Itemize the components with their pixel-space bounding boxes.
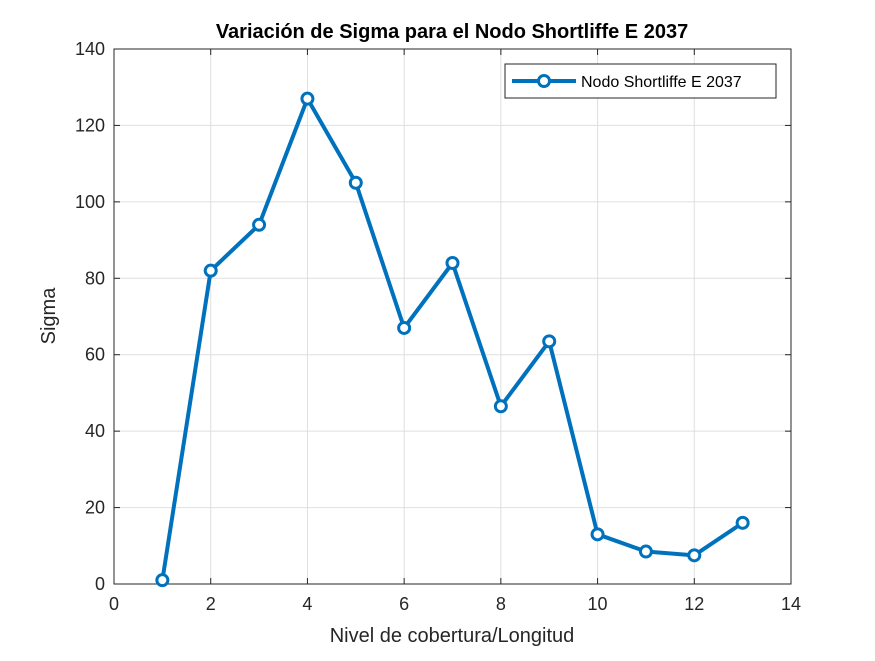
data-point: [638, 544, 653, 559]
x-tick-label: 8: [496, 594, 506, 614]
data-point: [252, 217, 267, 232]
x-tick-label: 14: [781, 594, 801, 614]
y-tick-label: 60: [85, 345, 105, 365]
chart-title: Variación de Sigma para el Nodo Shortlif…: [216, 21, 688, 43]
legend: Nodo Shortliffe E 2037: [504, 63, 777, 99]
data-point: [590, 527, 605, 542]
x-tick-label: 12: [684, 594, 704, 614]
data-point: [155, 573, 170, 588]
y-tick-label: 80: [85, 268, 105, 288]
y-tick-label: 40: [85, 421, 105, 441]
plot-background: [114, 49, 791, 584]
y-tick-label: 20: [85, 498, 105, 518]
data-point: [445, 256, 460, 270]
data-point: [493, 399, 508, 414]
legend-label: Nodo Shortliffe E 2037: [581, 74, 742, 91]
x-tick-label: 0: [109, 594, 119, 614]
y-tick-label: 100: [75, 192, 105, 212]
grid-lines: [114, 49, 791, 584]
y-tick-label: 120: [75, 115, 105, 135]
x-axis-label: Nivel de cobertura/Longitud: [330, 625, 575, 647]
data-point: [203, 263, 218, 278]
axes-box: [113, 48, 792, 585]
data-point: [687, 548, 702, 563]
data-point: [300, 91, 315, 106]
x-tick-label: 2: [206, 594, 216, 614]
data-point: [397, 320, 412, 335]
y-tick-label: 0: [95, 574, 105, 594]
legend-marker-icon: [537, 74, 551, 88]
data-point: [542, 334, 557, 349]
x-tick-label: 10: [588, 594, 608, 614]
axes: [113, 48, 792, 585]
data-point: [735, 515, 750, 530]
data-point: [348, 175, 363, 190]
y-axis-label: Sigma: [38, 287, 60, 345]
y-tick-label: 140: [75, 39, 105, 59]
series-layer: [155, 91, 750, 588]
x-tick-label: 4: [302, 594, 312, 614]
x-tick-label: 6: [399, 594, 409, 614]
